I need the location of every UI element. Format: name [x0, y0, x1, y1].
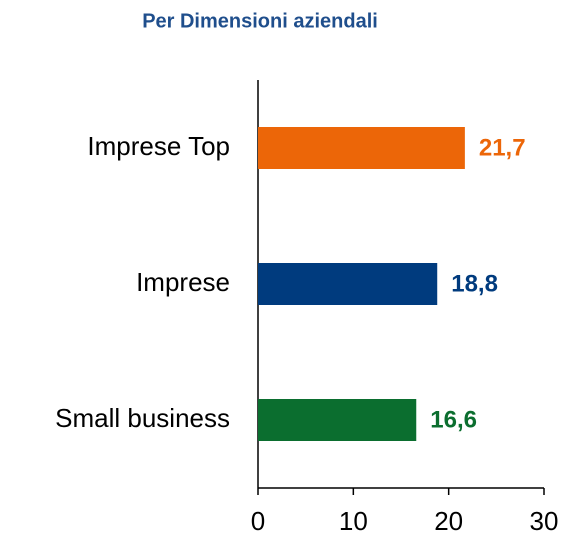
x-tick-label: 20: [434, 506, 463, 536]
bar: [258, 399, 417, 441]
value-label: 21,7: [479, 134, 526, 161]
y-tick-label: Imprese Top: [87, 131, 230, 161]
x-tick-label: 0: [251, 506, 265, 536]
bar: [258, 127, 465, 169]
value-label: 16,6: [430, 406, 477, 433]
x-tick-label: 10: [339, 506, 368, 536]
y-tick-label: Small business: [55, 403, 230, 433]
bar: [258, 263, 438, 305]
value-label: 18,8: [451, 270, 498, 297]
chart-title: Per Dimensioni aziendali: [142, 10, 378, 32]
x-tick-label: 30: [530, 506, 559, 536]
y-tick-label: Imprese: [136, 267, 230, 297]
